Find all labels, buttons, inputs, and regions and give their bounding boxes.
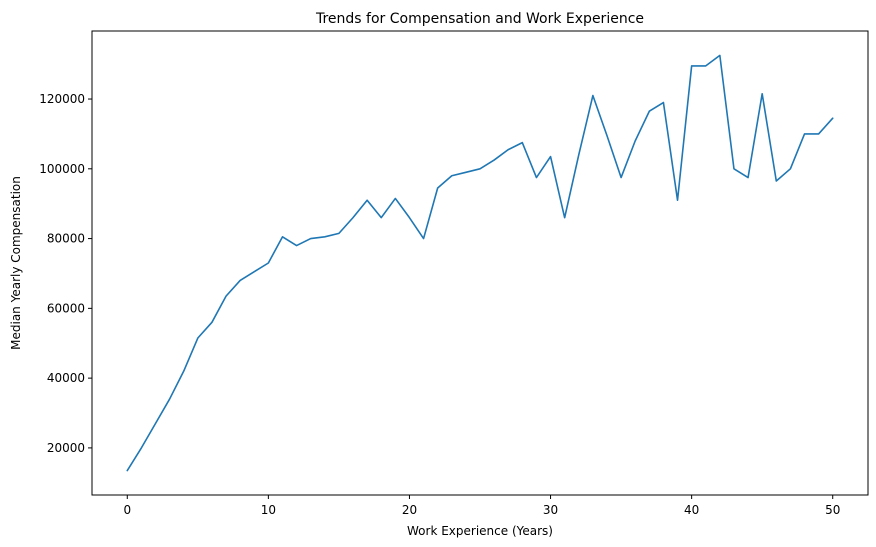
y-tick-label: 120000 xyxy=(39,92,85,106)
x-axis: 0 10 20 30 40 50 xyxy=(123,495,840,517)
x-tick-label: 40 xyxy=(684,503,699,517)
series-line xyxy=(126,54,834,472)
x-tick-label: 50 xyxy=(825,503,840,517)
plot-area xyxy=(126,54,834,472)
y-tick-label: 80000 xyxy=(47,232,85,246)
x-tick-label: 20 xyxy=(402,503,417,517)
chart-title: Trends for Compensation and Work Experie… xyxy=(315,11,644,27)
x-tick-label: 0 xyxy=(123,503,131,517)
y-tick-label: 100000 xyxy=(39,162,85,176)
y-tick-label: 20000 xyxy=(47,441,85,455)
y-tick-label: 60000 xyxy=(47,301,85,315)
x-tick-label: 10 xyxy=(261,503,276,517)
y-axis: 20000 40000 60000 80000 100000 120000 xyxy=(39,92,92,455)
x-tick-label: 30 xyxy=(543,503,558,517)
axes-frame xyxy=(91,30,869,496)
y-axis-label: Median Yearly Compensation xyxy=(9,176,23,350)
x-axis-label: Work Experience (Years) xyxy=(407,524,553,538)
y-tick-label: 40000 xyxy=(47,371,85,385)
